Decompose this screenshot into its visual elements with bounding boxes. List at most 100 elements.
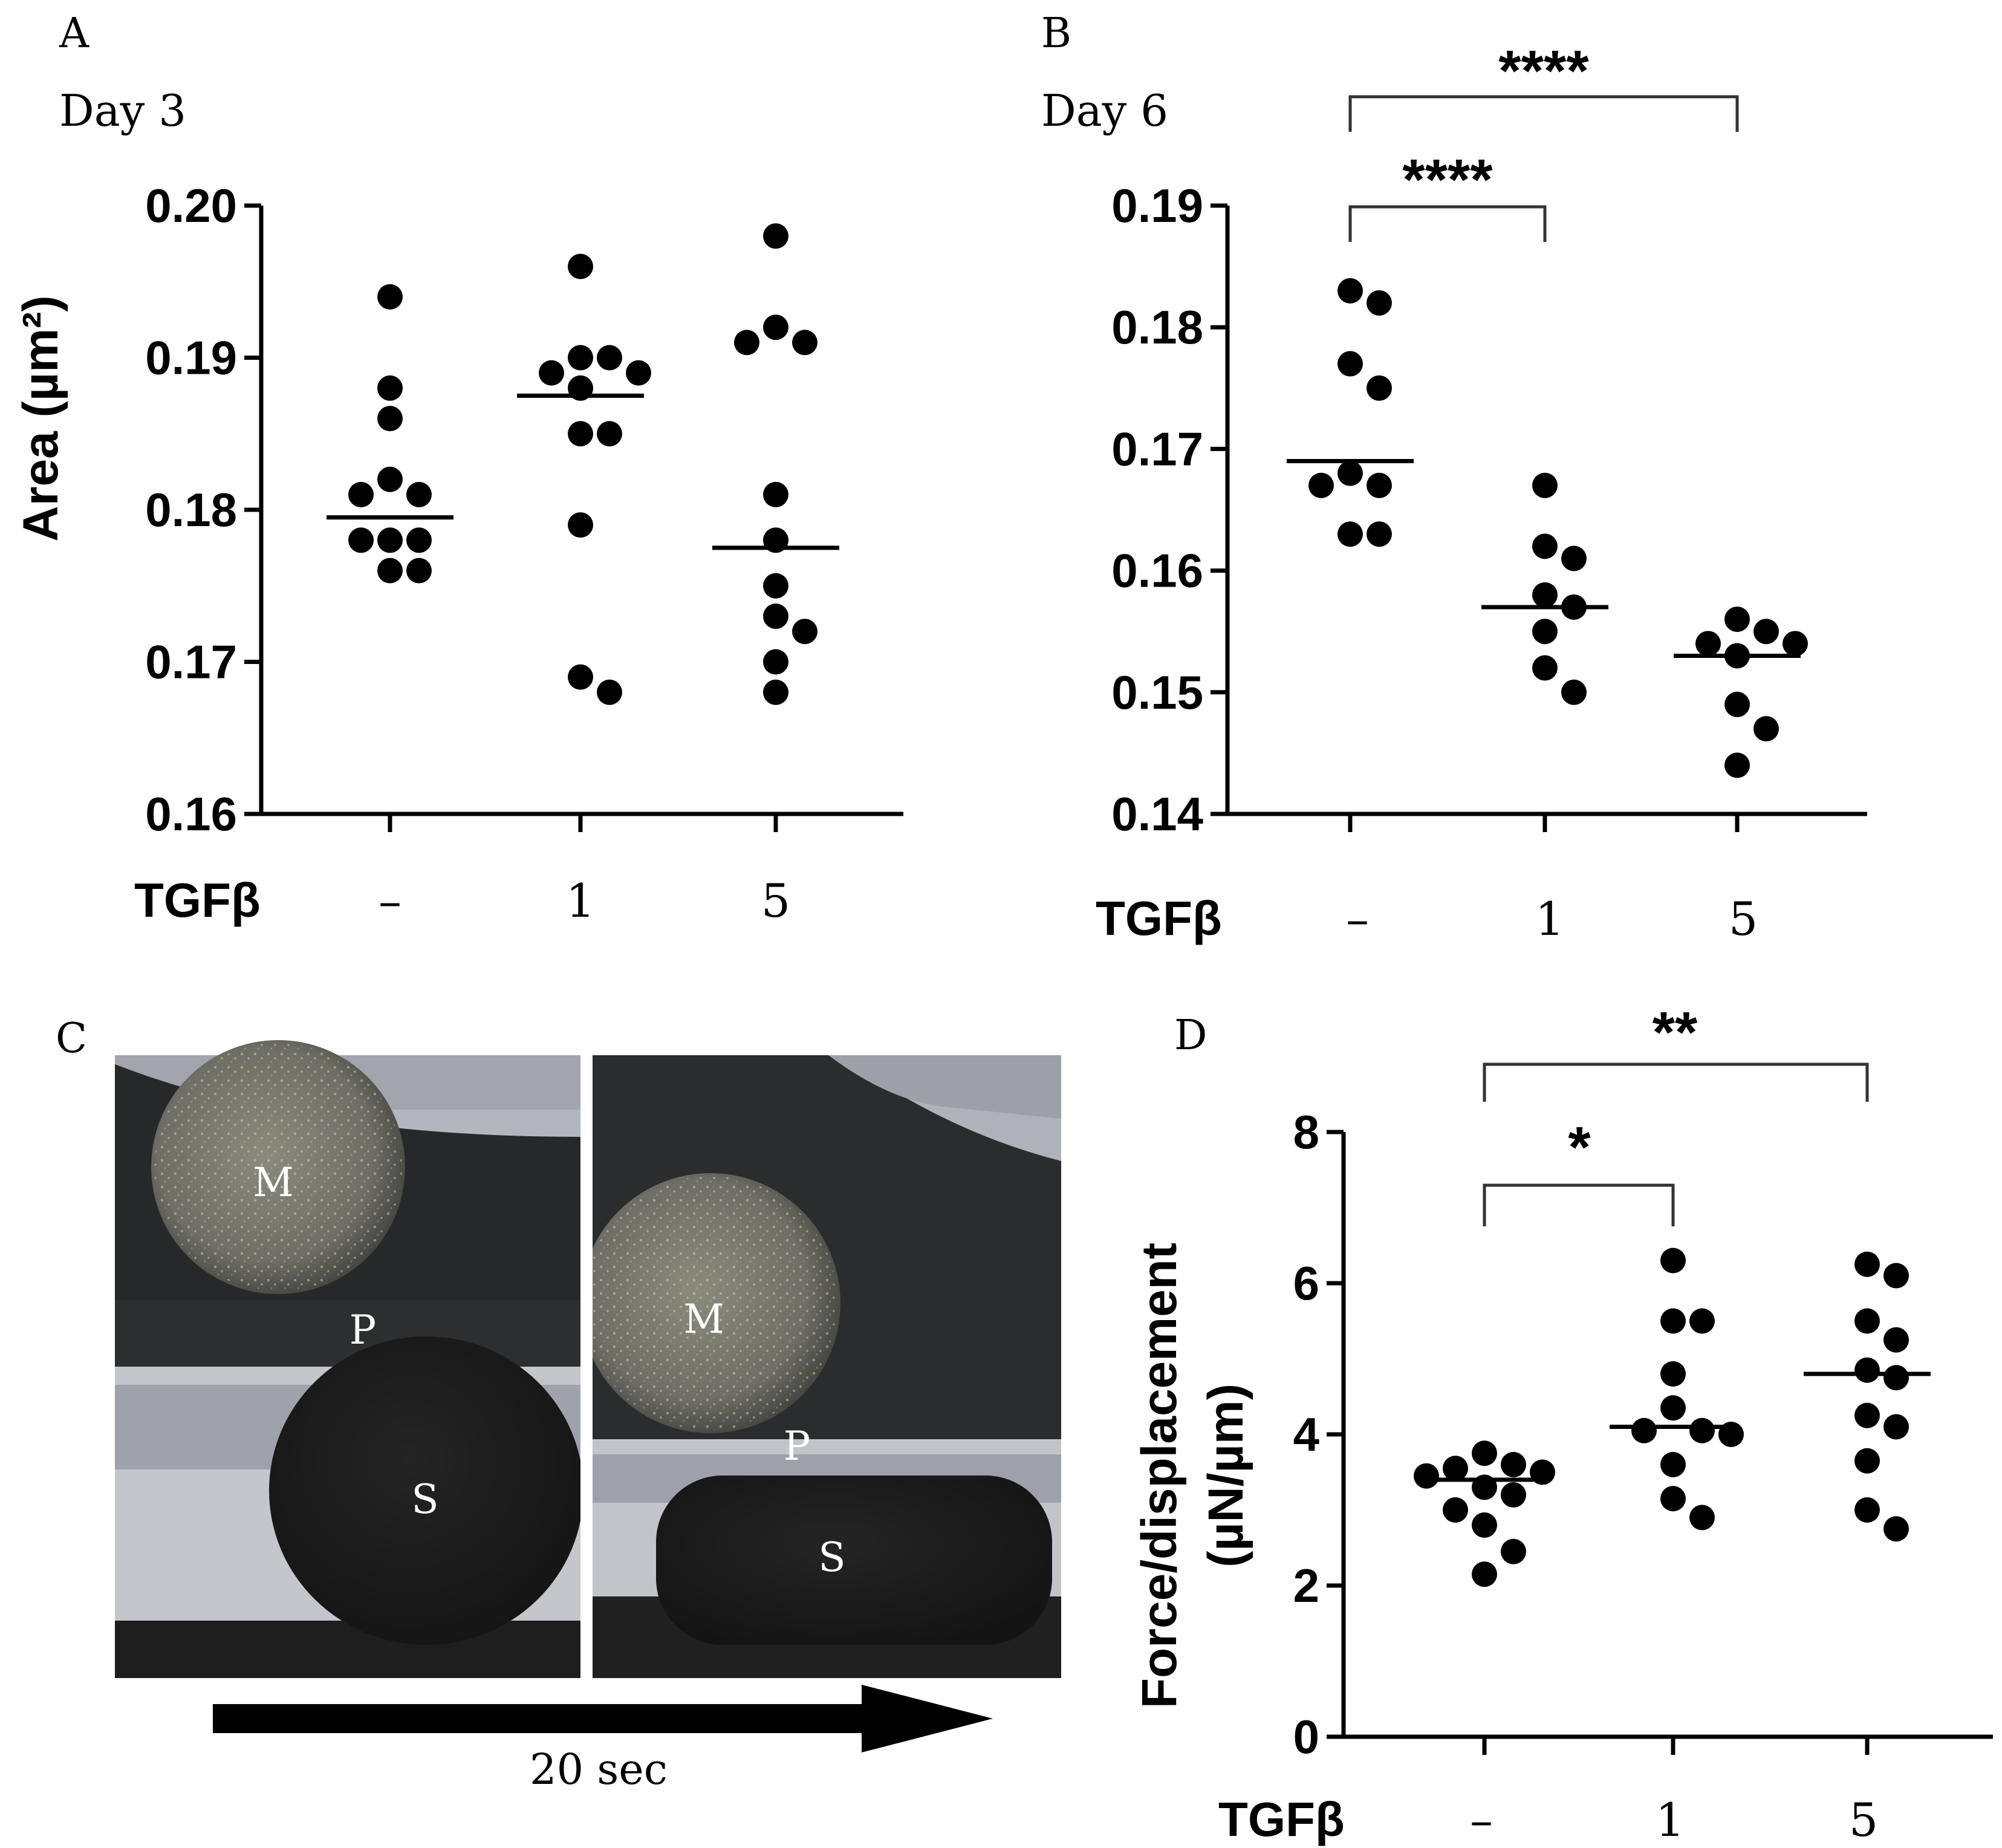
panel-a-title: Day 3 — [59, 85, 186, 136]
data-point — [763, 223, 788, 249]
data-point — [1854, 1448, 1880, 1474]
data-point — [1660, 1308, 1686, 1334]
data-point — [406, 481, 432, 507]
data-point — [1337, 351, 1363, 377]
data-point — [1660, 1361, 1686, 1387]
data-point — [348, 527, 374, 553]
data-point — [1367, 521, 1392, 547]
data-point — [1660, 1248, 1686, 1274]
data-point — [1501, 1482, 1526, 1508]
panel-d-sig-label: ** — [1653, 1000, 1698, 1065]
data-point — [377, 284, 403, 310]
data-point — [377, 406, 403, 432]
data-point — [792, 330, 817, 356]
y-tick-label: 0 — [1293, 1710, 1319, 1763]
data-point — [1367, 472, 1392, 498]
y-tick-label: 0.18 — [1111, 301, 1203, 354]
data-point — [1854, 1251, 1880, 1277]
data-point — [1337, 460, 1363, 486]
data-point — [539, 360, 564, 386]
sample-left — [269, 1336, 583, 1645]
panel-b-xtick-label: 5 — [1729, 892, 1758, 946]
panel-b-bracket-2 — [1348, 95, 1739, 132]
y-tick-label: 0.19 — [1111, 179, 1203, 232]
data-point — [1501, 1452, 1526, 1477]
data-point — [1689, 1505, 1715, 1531]
panel-d-xtick-label: – — [1470, 1793, 1493, 1847]
data-point — [1854, 1497, 1880, 1523]
data-point — [406, 527, 432, 553]
data-point — [1367, 290, 1392, 316]
micrograph-label: S — [818, 1534, 845, 1581]
data-point — [568, 345, 593, 371]
data-point — [377, 527, 403, 553]
data-point — [763, 314, 788, 340]
panel-letter-d: D — [1174, 1012, 1207, 1059]
panel-d-sig-label: * — [1568, 1115, 1591, 1180]
y-tick-label: 0.15 — [1111, 666, 1203, 719]
data-point — [763, 649, 788, 675]
micrograph-label: P — [349, 1307, 376, 1353]
data-point — [1883, 1263, 1909, 1289]
data-point — [568, 421, 593, 447]
data-point — [1472, 1561, 1497, 1587]
y-tick-label: 0.19 — [145, 331, 237, 385]
panel-b: B Day 6 0.14 0.15 0.16 0.17 0.18 0.19 **** **… — [1041, 10, 1867, 946]
data-point — [377, 466, 403, 492]
data-point — [1561, 679, 1587, 705]
time-arrow — [213, 1685, 993, 1752]
panel-a-xtick-label: – — [379, 874, 401, 928]
data-point — [763, 481, 788, 507]
time-arrow-label: 20 sec — [530, 1745, 668, 1794]
panel-b-title: Day 6 — [1041, 85, 1168, 136]
data-point — [1532, 619, 1558, 645]
panel-d-ylabel: Force/displacement — [1132, 1243, 1187, 1708]
panel-d-xtick-label: 5 — [1849, 1793, 1878, 1847]
y-tick-label: 8 — [1293, 1105, 1319, 1159]
micrograph-label: M — [683, 1296, 724, 1342]
panel-b-bracket-1 — [1348, 205, 1547, 242]
y-tick-label: 0.14 — [1111, 787, 1203, 841]
data-point — [597, 345, 622, 371]
panel-d-ylabel-units: (µN/µm) — [1198, 1384, 1253, 1567]
data-point — [1724, 752, 1750, 778]
micrograph-label: S — [411, 1476, 438, 1523]
data-point — [1883, 1365, 1909, 1391]
data-point — [406, 558, 432, 584]
data-point — [1660, 1452, 1686, 1477]
panel-letter-a: A — [59, 10, 89, 57]
panel-a-factor-label: TGFβ — [134, 873, 261, 927]
micrograph-right: M P S — [580, 1055, 1061, 1678]
data-point — [1753, 619, 1779, 645]
data-point — [626, 360, 651, 386]
panel-d-bracket-1 — [1483, 1183, 1675, 1226]
panel-b-xtick-label: 1 — [1535, 892, 1564, 946]
data-point — [1532, 533, 1558, 559]
data-point — [1532, 472, 1558, 498]
data-point — [1472, 1440, 1497, 1466]
data-point — [1532, 582, 1558, 608]
panel-a-xtick-label: 5 — [761, 874, 790, 928]
data-point — [568, 512, 593, 538]
data-point — [1561, 545, 1587, 571]
panel-b-sig-label: **** — [1498, 39, 1589, 103]
panel-c: C M P S M — [56, 1015, 1061, 1794]
micrograph-label: M — [253, 1159, 294, 1206]
panel-d-factor-label: TGFβ — [1218, 1792, 1345, 1846]
panel-b-factor-label: TGFβ — [1096, 891, 1222, 945]
data-point — [597, 679, 622, 705]
panel-a: A Day 3 Area (µm²) 0.160.170.180.190.20 … — [13, 10, 903, 928]
data-point — [1443, 1497, 1468, 1523]
y-tick-label: 0.20 — [145, 179, 237, 232]
panel-a-xtick-label: 1 — [566, 874, 595, 928]
data-point — [597, 421, 622, 447]
data-point — [792, 619, 817, 645]
data-point — [1337, 521, 1363, 547]
panel-a-ylabel: Area (µm²) — [13, 295, 68, 541]
data-point — [763, 604, 788, 630]
micrograph-label: P — [784, 1423, 810, 1469]
data-point — [1695, 631, 1721, 657]
panel-letter-b: B — [1041, 10, 1071, 57]
